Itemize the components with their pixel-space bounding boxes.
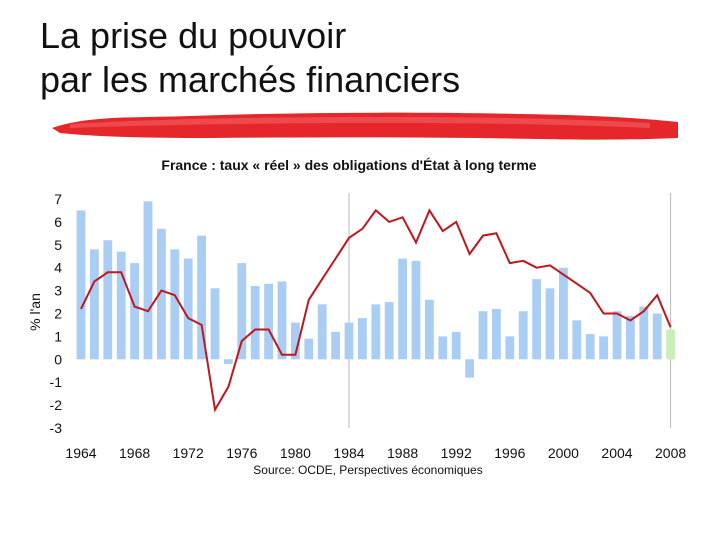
bar-1964 <box>76 210 86 360</box>
bar-2000 <box>559 267 568 360</box>
y-tick-label: 2 <box>54 306 62 322</box>
x-tick-label: 1980 <box>280 445 311 461</box>
bar-1989 <box>411 260 421 360</box>
bar-1967 <box>116 251 126 360</box>
bar-1972 <box>183 258 193 360</box>
bar-2007 <box>652 313 662 360</box>
bar-1979 <box>277 281 287 360</box>
y-tick-label: -2 <box>50 397 63 413</box>
bar-2008 <box>666 329 675 360</box>
y-tick-label: 6 <box>54 214 62 230</box>
bar-1965 <box>90 249 99 360</box>
bar-1999 <box>545 288 555 360</box>
y-tick-label: 5 <box>54 237 62 253</box>
bar-1980 <box>291 322 300 360</box>
x-tick-label: 1984 <box>333 445 364 461</box>
bar-2003 <box>599 336 608 360</box>
red-brush-stroke-highlight <box>70 117 650 128</box>
y-tick-label: 0 <box>54 351 62 367</box>
y-tick-label: 7 <box>54 191 62 207</box>
bar-1978 <box>264 283 273 360</box>
y-tick-label: 1 <box>54 328 62 344</box>
bar-2006 <box>639 306 649 360</box>
red-brush-stroke <box>52 112 678 140</box>
bar-1988 <box>398 258 407 360</box>
bar-1997 <box>518 311 528 360</box>
x-tick-label: 1988 <box>387 445 418 461</box>
x-tick-label: 1968 <box>119 445 150 461</box>
bar-1983 <box>331 331 340 360</box>
reference-lines <box>348 193 672 428</box>
bar-1987 <box>384 302 394 360</box>
y-tick-label: -1 <box>50 374 63 390</box>
x-tick-label: 1964 <box>65 445 96 461</box>
bar-1994 <box>478 311 488 360</box>
real-rate-line <box>80 208 672 413</box>
y-tick-label: 3 <box>54 283 62 299</box>
bar-1971 <box>170 249 180 360</box>
bar-2001 <box>572 320 582 360</box>
slide-title-line-2: par les marchés financiers <box>40 59 461 100</box>
bar-1991 <box>438 336 448 360</box>
y-axis-label: % l'an <box>27 293 43 331</box>
bar-2002 <box>585 334 595 360</box>
bar-1984 <box>344 322 354 360</box>
bar-1982 <box>317 304 327 360</box>
chart-source: Source: OCDE, Perspectives économiques <box>253 463 482 477</box>
slide-title: La prise du pouvoir par les marchés fina… <box>40 14 460 102</box>
bar-2005 <box>626 315 635 360</box>
bar-1968 <box>130 263 139 360</box>
bar-1977 <box>250 286 260 360</box>
x-tick-label: 1996 <box>494 445 525 461</box>
bar-1993 <box>465 359 474 378</box>
bar-1974 <box>210 288 220 360</box>
y-axis-ticks: 7 6 5 4 3 2 1 0 -1 -2 -3 <box>50 191 63 436</box>
bar-1975 <box>224 359 233 364</box>
bar-1981 <box>304 338 314 360</box>
bar-1973 <box>197 235 206 360</box>
x-tick-label: 1972 <box>173 445 204 461</box>
bar-1998 <box>532 279 541 360</box>
slide-title-line-1: La prise du pouvoir <box>40 15 347 56</box>
x-tick-label: 2004 <box>601 445 632 461</box>
bar-1966 <box>103 240 113 360</box>
x-tick-label: 2008 <box>655 445 686 461</box>
y-tick-label: 4 <box>54 260 62 276</box>
bar-2004 <box>612 311 622 360</box>
x-tick-label: 1976 <box>226 445 257 461</box>
bar-1976 <box>237 263 247 360</box>
bar-1996 <box>505 336 515 360</box>
bar-1985 <box>358 318 367 360</box>
x-tick-label: 1992 <box>441 445 472 461</box>
chart-title: France : taux « réel » des obligations d… <box>161 157 536 173</box>
bar-1986 <box>371 304 381 360</box>
bar-1995 <box>492 308 501 360</box>
x-axis-ticks: 1964 1968 1972 1976 1980 1984 1988 1992 1996 2000… <box>65 445 686 461</box>
bar-1969 <box>143 201 153 360</box>
x-tick-label: 2000 <box>548 445 579 461</box>
bar-1992 <box>451 331 461 360</box>
bar-series <box>76 201 675 378</box>
y-tick-label: -3 <box>50 420 63 436</box>
bar-1990 <box>425 299 434 360</box>
bar-1970 <box>157 228 166 360</box>
